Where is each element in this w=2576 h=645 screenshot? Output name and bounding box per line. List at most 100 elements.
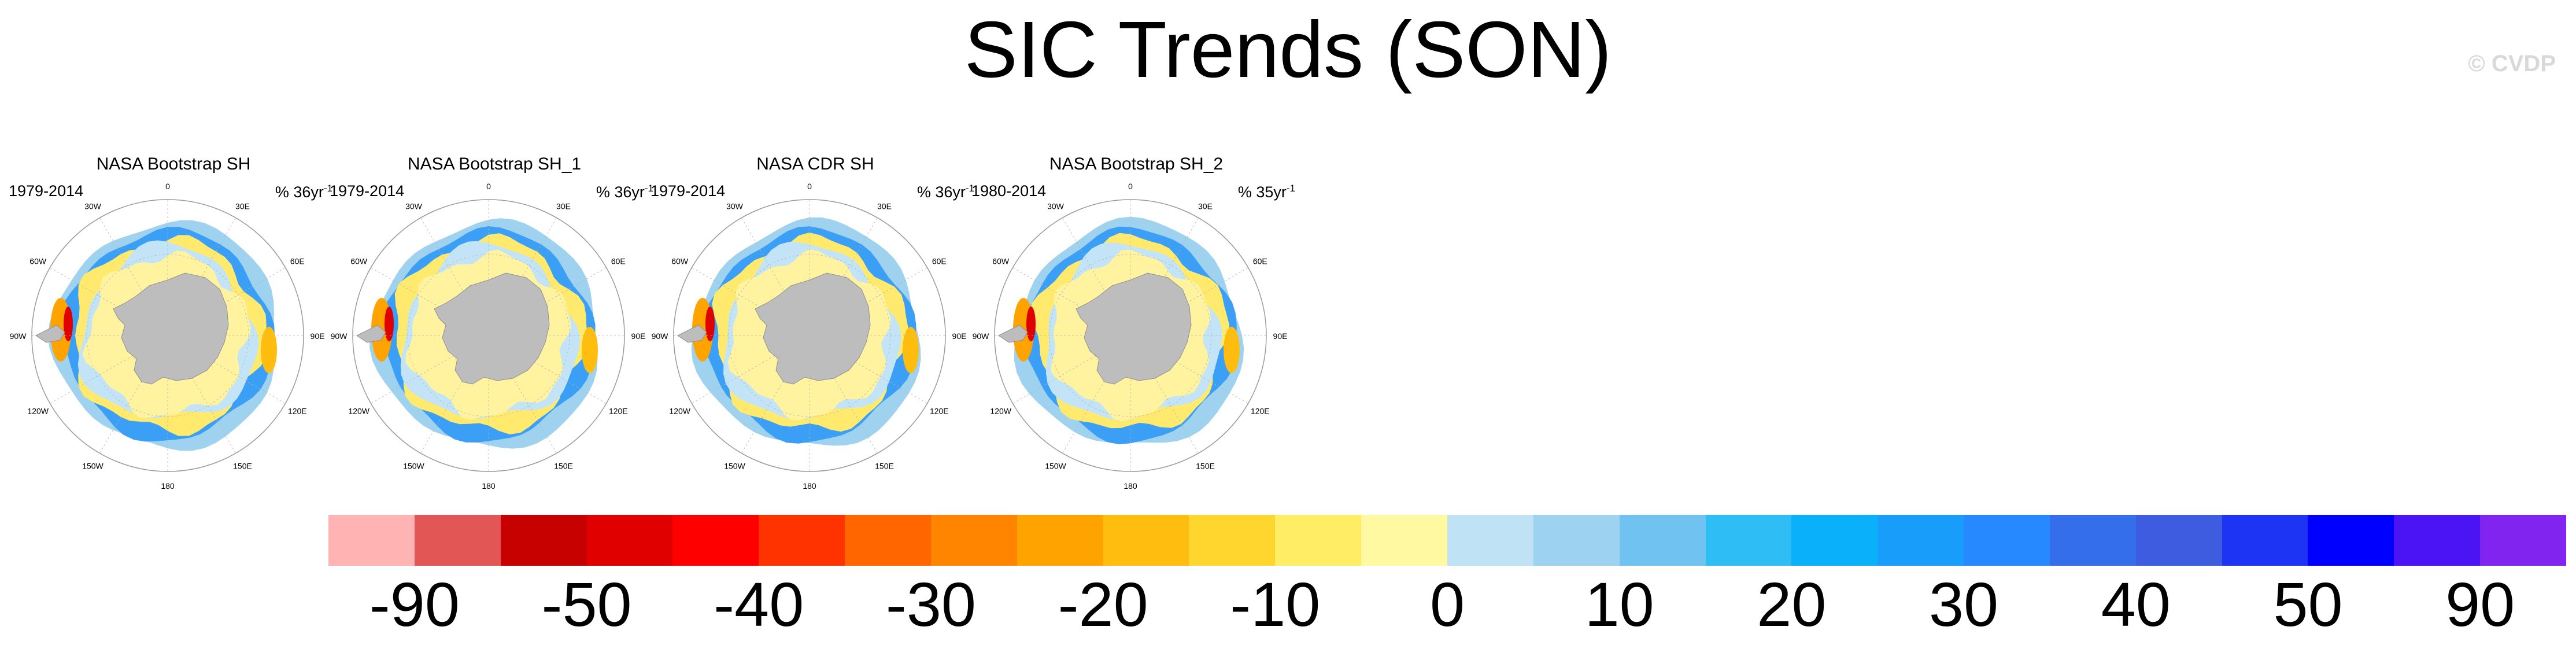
longitude-label: 150E — [554, 461, 573, 470]
antarctica-landmass — [113, 272, 229, 385]
colorbar-tick-label: 30 — [1928, 569, 1999, 639]
longitude-label: 180 — [803, 481, 816, 491]
colorbar-box — [1619, 515, 1706, 566]
colorbar-tick-label: 40 — [2101, 569, 2171, 639]
colorbar-tick-label: 20 — [1757, 569, 1827, 639]
antarctica-landmass — [755, 272, 871, 385]
longitude-label: 0 — [486, 182, 491, 191]
trend-patch-negative — [385, 307, 394, 341]
longitude-label: 30W — [1047, 202, 1065, 211]
longitude-label: 90E — [1273, 331, 1288, 341]
cvdp-watermark: © CVDP — [2468, 51, 2556, 76]
longitude-label: 150W — [724, 461, 745, 470]
units-text: % 36yr — [916, 183, 966, 201]
south-america-landmass — [677, 325, 707, 343]
chart-title: SIC Trends (SON) — [964, 5, 1612, 94]
longitude-label: 60W — [29, 257, 47, 266]
colorbar-box — [1017, 515, 1103, 566]
longitude-label: 30E — [556, 202, 571, 211]
panel-title: NASA Bootstrap SH — [96, 154, 251, 174]
panel-period: 1979-2014 — [330, 182, 405, 200]
colorbar-box — [2222, 515, 2308, 566]
longitude-label: 60E — [932, 257, 947, 266]
longitude-label: 150W — [82, 461, 104, 470]
parallel-line — [1049, 254, 1212, 417]
south-america-landmass — [356, 325, 386, 343]
longitude-label: 30W — [726, 202, 744, 211]
colorbar-tick-label: 90 — [2445, 569, 2515, 639]
colorbar-box — [759, 515, 845, 566]
trend-patch-negative — [261, 327, 277, 373]
longitude-label: 120W — [669, 407, 690, 416]
units-exponent: -1 — [644, 183, 653, 194]
trend-patch-negative — [903, 327, 919, 373]
colorbar-box — [1533, 515, 1620, 566]
colorbar-box — [1791, 515, 1878, 566]
colorbar-box — [672, 515, 759, 566]
longitude-label: 90W — [10, 331, 27, 341]
longitude-label: 90W — [973, 331, 990, 341]
longitude-label: 60W — [350, 257, 368, 266]
colorbar-box — [845, 515, 931, 566]
colorbar-box — [2308, 515, 2394, 566]
longitude-label: 180 — [1123, 481, 1137, 491]
colorbar-tick-label: -10 — [1230, 569, 1321, 639]
colorbar-tick-label: 50 — [2273, 569, 2343, 639]
longitude-label: 120E — [288, 407, 307, 416]
colorbar-box — [1964, 515, 2050, 566]
colorbar-box — [1878, 515, 1964, 566]
parallel-line — [86, 254, 249, 417]
longitude-label: 0 — [807, 182, 812, 191]
colorbar-box — [2480, 515, 2566, 566]
panel-period: 1979-2014 — [651, 182, 726, 200]
antarctica-landmass — [1076, 272, 1192, 385]
longitude-label: 120E — [930, 407, 949, 416]
longitude-label: 60E — [290, 257, 305, 266]
antarctica-landmass — [434, 272, 550, 385]
panel-units: % 36yr-1 — [917, 179, 974, 201]
colorbar — [328, 515, 2566, 566]
trend-patch-negative — [1026, 307, 1036, 341]
map-panel: 0 30E 60E 90E 120E 150E 180 150W 120W 90W 60W 30W N… — [9, 152, 335, 491]
colorbar-box — [1361, 515, 1447, 566]
longitude-label: 60E — [611, 257, 626, 266]
south-america-landmass — [35, 325, 65, 343]
map-panel: 0 30E 60E 90E 120E 150E 180 150W 120W 90W 60W 30W N… — [330, 152, 656, 491]
panel-units: % 35yr-1 — [1238, 179, 1295, 201]
longitude-label: 120W — [27, 407, 49, 416]
panel-period: 1980-2014 — [971, 182, 1047, 200]
longitude-label: 180 — [161, 481, 175, 491]
panel-units: % 36yr-1 — [596, 179, 653, 201]
colorbar-tick-label: -20 — [1058, 569, 1148, 639]
colorbar-labels: -90 -50 -40 -30 -20 -10 0 10 20 30 40 50 90 — [328, 570, 2566, 639]
colorbar-box — [2394, 515, 2481, 566]
polar-map: 0 30E 60E 90E 120E 150E 180 150W 120W 90W 60W 30W — [652, 182, 967, 491]
longitude-label: 150E — [233, 461, 252, 470]
colorbar-box — [1275, 515, 1362, 566]
longitude-label: 120E — [1251, 407, 1270, 416]
units-text: % 36yr — [275, 183, 324, 201]
units-text: % 35yr — [1237, 183, 1287, 201]
longitude-label: 30E — [235, 202, 250, 211]
longitude-label: 90W — [652, 331, 669, 341]
trend-patch-negative — [1224, 327, 1240, 373]
trend-patch-negative — [705, 307, 715, 341]
panel-period: 1979-2014 — [9, 182, 84, 200]
colorbar-box — [586, 515, 673, 566]
longitude-label: 120W — [990, 407, 1011, 416]
colorbar-box — [1189, 515, 1276, 566]
longitude-label: 90E — [952, 331, 967, 341]
colorbar-box — [1705, 515, 1792, 566]
panel-title: NASA Bootstrap SH_1 — [407, 154, 582, 174]
polar-map: 0 30E 60E 90E 120E 150E 180 150W 120W 90W 60W 30W — [331, 182, 646, 491]
colorbar-tick-label: -50 — [541, 569, 632, 639]
longitude-label: 150E — [875, 461, 894, 470]
map-panel: 0 30E 60E 90E 120E 150E 180 150W 120W 90W 60W 30W N… — [971, 152, 1298, 491]
colorbar-box — [2135, 515, 2222, 566]
colorbar-tick-label: -30 — [885, 569, 976, 639]
colorbar-tick-label: -90 — [369, 569, 460, 639]
longitude-label: 30E — [1198, 202, 1213, 211]
trend-patch-negative — [64, 307, 73, 341]
longitude-label: 30W — [405, 202, 423, 211]
panel-units: % 36yr-1 — [275, 179, 332, 201]
